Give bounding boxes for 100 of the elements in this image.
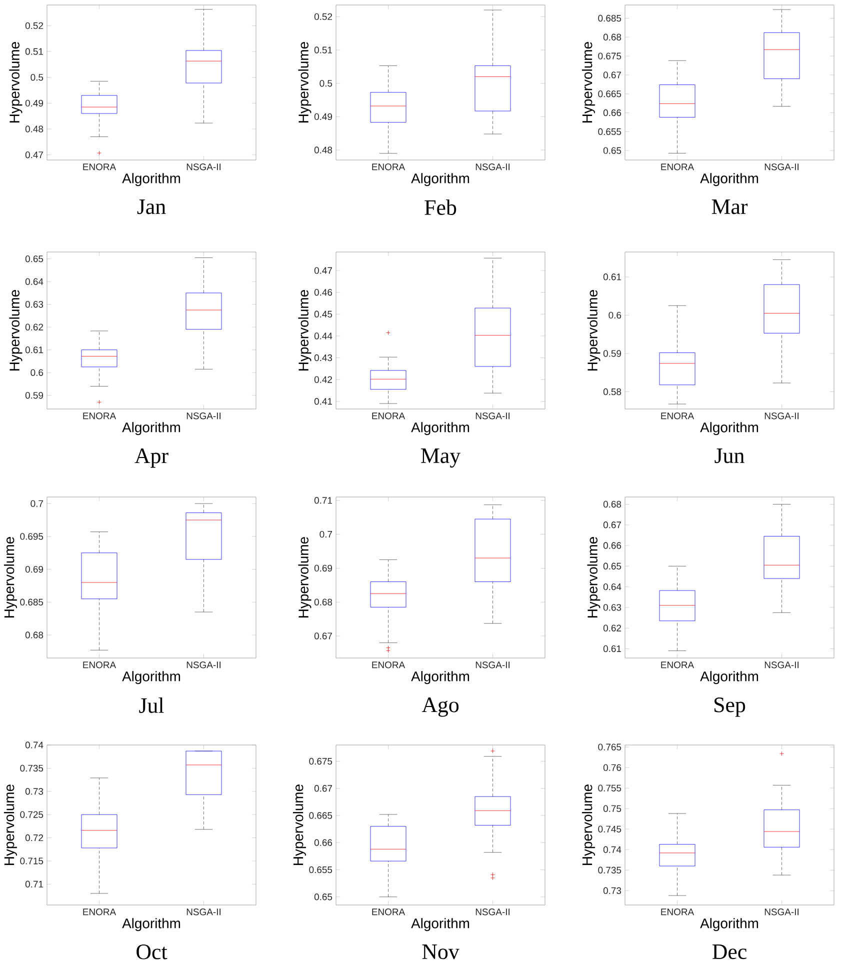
y-tick-label: 0.44	[314, 332, 332, 340]
x-tick-label: ENORA	[661, 412, 694, 420]
x-tick-label: NSGA-II	[186, 908, 220, 916]
y-tick-label: 0.51	[314, 46, 332, 54]
x-tick-label: NSGA-II	[764, 662, 798, 668]
text: Jun	[714, 448, 744, 464]
y-axis-title: Hypervolume	[587, 537, 600, 618]
y-tick-label: 0.655	[598, 128, 622, 136]
y-tick-label: 0.68	[603, 34, 622, 40]
y-tick-label: 0.64	[25, 278, 44, 285]
y-tick-label: 0.68	[314, 598, 332, 606]
text: Apr	[134, 448, 168, 468]
x-tick-label: NSGA-II	[476, 164, 510, 170]
y-axis-title: Hypervolume	[298, 290, 312, 370]
y-tick-label: 0.685	[598, 14, 622, 22]
text: Oct	[136, 944, 168, 960]
y-tick-label: 0.61	[603, 645, 622, 652]
y-tick-label: 0.66	[314, 839, 332, 846]
y-tick-label: 0.74	[25, 742, 44, 748]
y-tick-label: 0.47	[25, 151, 44, 158]
x-axis-title: Algorithm	[700, 671, 758, 684]
x-axis-title: Algorithm	[411, 173, 470, 186]
y-tick-label: 0.73	[25, 788, 44, 795]
y-tick-label: 0.6	[30, 369, 44, 376]
x-axis-title: Algorithm	[411, 422, 470, 436]
y-tick-label: 0.62	[603, 624, 622, 632]
y-axis-title: Hypervolume	[298, 42, 312, 122]
y-tick-label: 0.61	[603, 274, 622, 280]
x-axis-title: Algorithm	[411, 918, 470, 932]
y-axis-title: Hypervolume	[4, 537, 17, 618]
text: Jan	[137, 200, 166, 214]
text: Feb	[424, 200, 456, 215]
y-tick-label: 0.49	[25, 100, 44, 107]
y-tick-label: 0.665	[598, 90, 622, 98]
y-axis-title: Hypervolume	[292, 784, 306, 865]
text: Nov	[422, 944, 460, 960]
y-tick-label: 0.64	[603, 583, 622, 590]
y-tick-label: 0.68	[25, 632, 44, 638]
y-tick-label: 0.7	[30, 500, 44, 507]
x-tick-label: NSGA-II	[186, 164, 220, 170]
y-tick-label: 0.72	[25, 834, 44, 842]
x-tick-label: ENORA	[83, 662, 116, 668]
y-tick-label: 0.65	[603, 147, 622, 154]
y-tick-label: 0.715	[20, 858, 44, 864]
x-tick-label: ENORA	[372, 662, 406, 668]
y-tick-label: 0.58	[603, 388, 622, 396]
y-tick-label: 0.67	[314, 632, 332, 640]
text: Jul	[139, 698, 164, 713]
y-axis-title: Hypervolume	[582, 42, 595, 122]
y-tick-label: 0.66	[603, 109, 622, 116]
y-tick-label: 0.7	[320, 530, 332, 538]
y-tick-label: 0.65	[25, 255, 44, 262]
x-tick-label: NSGA-II	[764, 908, 798, 916]
x-tick-label: NSGA-II	[476, 412, 510, 420]
y-tick-label: 0.71	[314, 497, 332, 504]
y-tick-label: 0.67	[314, 785, 332, 792]
y-tick-label: 0.46	[314, 289, 332, 296]
x-tick-label: NSGA-II	[764, 412, 798, 420]
y-tick-label: 0.6	[608, 312, 622, 319]
y-tick-label: 0.725	[20, 811, 44, 818]
y-tick-label: 0.59	[603, 350, 622, 357]
x-axis-title: Algorithm	[411, 671, 470, 684]
x-tick-label: ENORA	[372, 908, 406, 916]
y-tick-label: 0.745	[598, 826, 622, 832]
y-tick-label: 0.62	[25, 324, 44, 330]
x-tick-label: ENORA	[661, 164, 694, 170]
y-tick-label: 0.69	[314, 564, 332, 572]
y-tick-label: 0.765	[598, 744, 622, 750]
y-tick-label: 0.67	[603, 522, 622, 528]
y-tick-label: 0.695	[20, 533, 44, 540]
x-tick-label: NSGA-II	[764, 164, 798, 170]
x-axis-title: Algorithm	[122, 173, 180, 186]
y-tick-label: 0.63	[25, 300, 44, 308]
y-tick-label: 0.675	[598, 52, 622, 60]
x-axis-title: Algorithm	[700, 173, 758, 186]
y-tick-label: 0.675	[309, 758, 332, 765]
text: May	[421, 448, 461, 468]
text: Sep	[714, 698, 746, 717]
y-tick-label: 0.65	[314, 894, 332, 900]
y-tick-label: 0.73	[603, 887, 622, 894]
y-axis-title: Hypervolume	[4, 784, 17, 865]
y-tick-label: 0.655	[309, 866, 332, 874]
y-tick-label: 0.5	[320, 80, 332, 87]
y-tick-label: 0.45	[314, 310, 332, 318]
x-tick-label: ENORA	[661, 908, 694, 916]
y-axis-title: Hypervolume	[587, 290, 600, 370]
x-tick-label: ENORA	[83, 412, 116, 420]
y-tick-label: 0.735	[20, 764, 44, 772]
y-tick-label: 0.735	[598, 866, 622, 874]
y-tick-label: 0.71	[25, 880, 44, 888]
y-tick-label: 0.685	[20, 598, 44, 606]
x-axis-title: Algorithm	[122, 422, 180, 436]
y-tick-label: 0.52	[314, 13, 332, 20]
x-tick-label: ENORA	[372, 164, 406, 170]
y-tick-label: 0.755	[598, 784, 622, 792]
x-tick-label: ENORA	[83, 908, 116, 916]
x-tick-label: ENORA	[661, 662, 694, 668]
y-tick-label: 0.67	[603, 72, 622, 78]
y-tick-label: 0.5	[30, 74, 44, 81]
x-axis-title: Algorithm	[122, 918, 180, 932]
